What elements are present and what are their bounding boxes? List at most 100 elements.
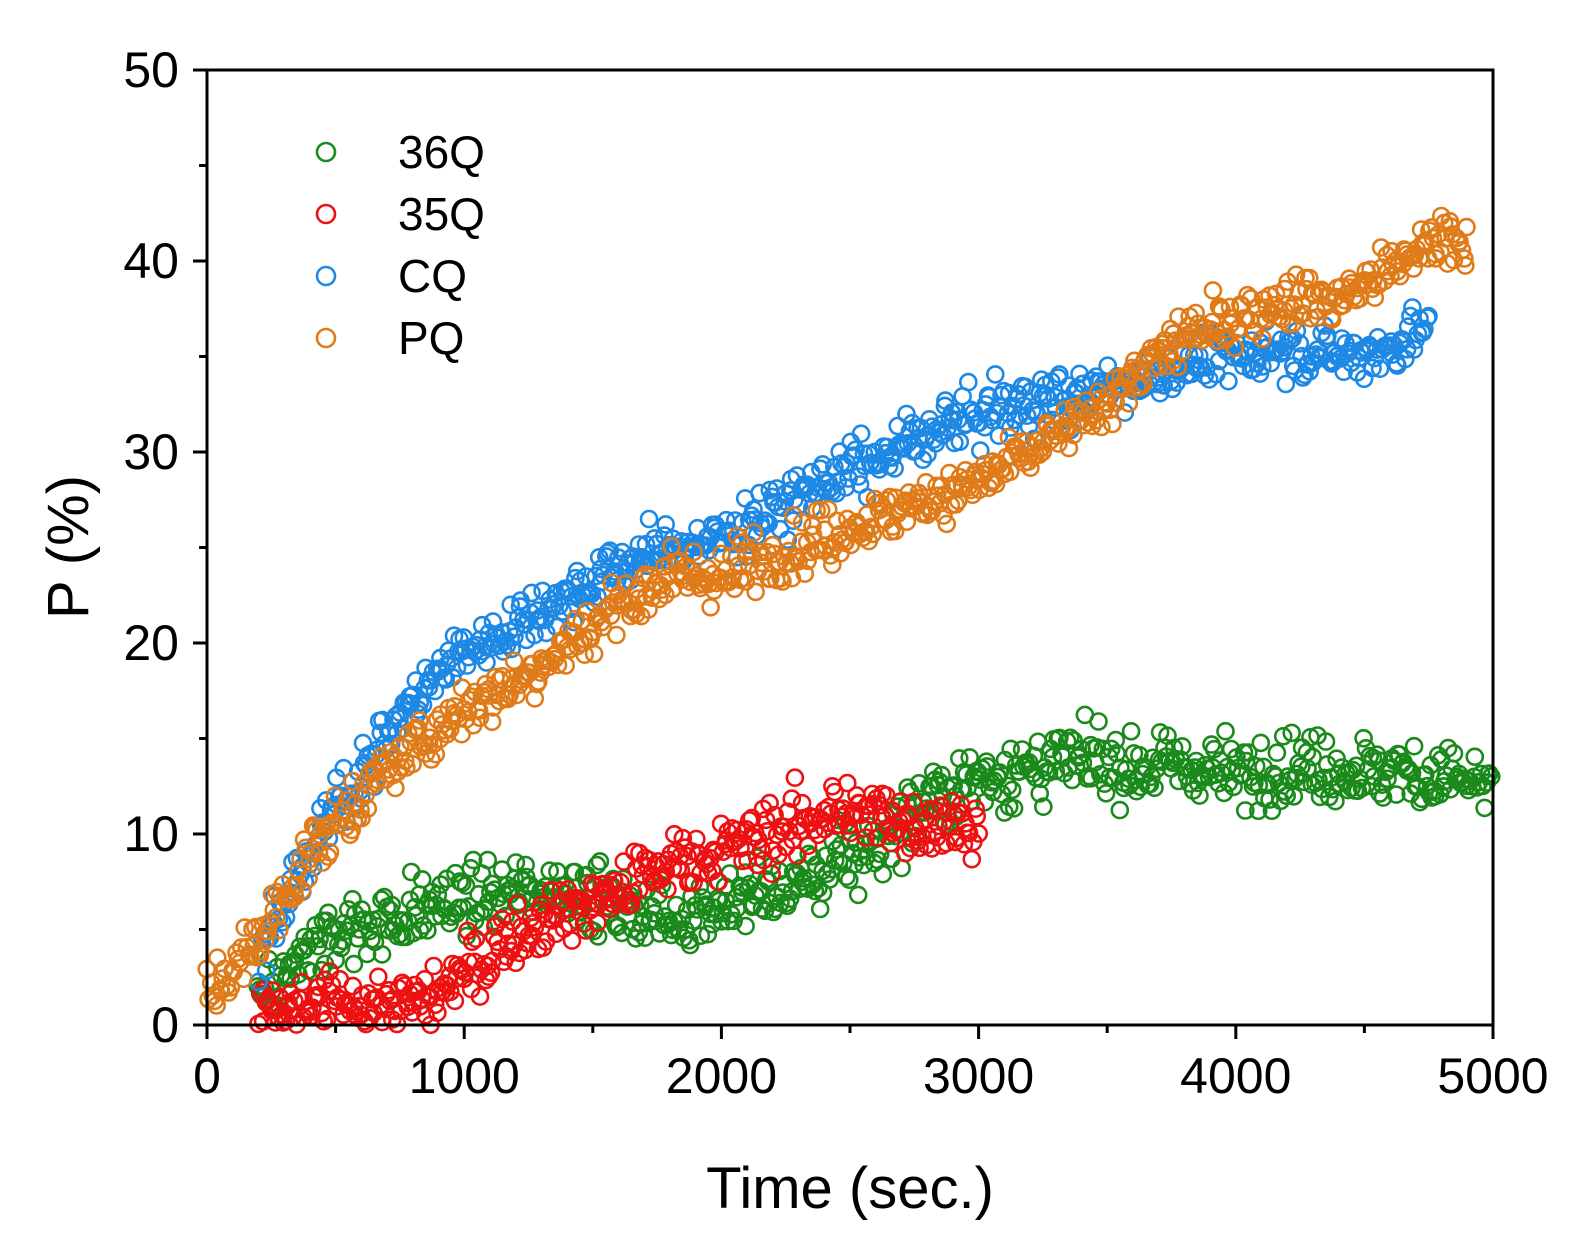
data-point xyxy=(670,847,690,866)
data-point xyxy=(1284,787,1304,806)
data-point xyxy=(258,921,278,941)
data-point xyxy=(1286,265,1306,285)
data-point xyxy=(684,542,703,562)
data-point xyxy=(1251,733,1271,753)
data-point xyxy=(481,963,501,983)
data-point xyxy=(1043,747,1063,767)
data-point xyxy=(985,365,1005,384)
y-tick-label: 40 xyxy=(123,233,179,289)
data-point xyxy=(1134,374,1153,394)
data-point xyxy=(403,754,422,774)
data-point xyxy=(849,794,869,813)
data-point xyxy=(565,862,585,882)
data-point xyxy=(587,855,607,875)
data-point xyxy=(343,889,362,909)
data-point xyxy=(969,824,989,843)
data-point xyxy=(1346,756,1366,776)
x-axis-title: Time (sec.) xyxy=(706,1156,994,1221)
data-point xyxy=(1292,738,1312,758)
data-point xyxy=(1232,764,1252,784)
data-point xyxy=(848,885,868,905)
data-point xyxy=(897,512,917,532)
data-point xyxy=(726,887,746,907)
data-point xyxy=(873,864,893,884)
data-point xyxy=(601,606,621,625)
data-point xyxy=(342,772,362,791)
data-point xyxy=(1298,759,1317,778)
data-point xyxy=(709,872,728,892)
data-point xyxy=(277,965,297,985)
data-point xyxy=(1267,743,1287,763)
data-point xyxy=(1214,783,1234,803)
data-point xyxy=(701,597,720,617)
data-point xyxy=(811,500,831,520)
data-point xyxy=(551,881,570,900)
data-point xyxy=(1096,783,1116,803)
data-point xyxy=(1365,288,1385,308)
data-point xyxy=(343,976,363,996)
data-point xyxy=(256,961,276,981)
data-point xyxy=(1419,306,1438,326)
data-point xyxy=(1465,747,1485,767)
data-point xyxy=(240,947,260,966)
data-point xyxy=(1046,761,1066,781)
data-point xyxy=(927,419,946,439)
data-point xyxy=(1239,743,1258,762)
data-point xyxy=(785,768,805,788)
data-point xyxy=(317,1009,337,1029)
data-point xyxy=(698,924,718,944)
data-point xyxy=(1219,371,1238,391)
data-point xyxy=(409,700,428,720)
data-point xyxy=(822,555,842,575)
data-point xyxy=(1455,249,1474,268)
data-point xyxy=(837,773,857,793)
data-point xyxy=(266,907,286,927)
data-point xyxy=(998,776,1018,796)
data-point xyxy=(470,708,490,728)
data-point xyxy=(522,583,541,603)
data-point xyxy=(762,864,782,884)
data-point xyxy=(897,404,916,424)
data-point xyxy=(1106,730,1126,750)
axis-ticks: 0 1000 2000 3000 4000 5000 0 10 20 30 40 50 xyxy=(123,42,1548,1104)
data-point xyxy=(1416,765,1435,784)
data-point xyxy=(1202,312,1222,332)
x-tick-label: 0 xyxy=(193,1048,221,1104)
data-point xyxy=(773,572,792,591)
data-point xyxy=(1186,303,1205,323)
data-point xyxy=(269,920,289,940)
data-point xyxy=(416,1005,435,1025)
data-point xyxy=(751,839,771,859)
data-point xyxy=(215,959,234,979)
data-point xyxy=(310,929,329,949)
data-point xyxy=(1045,387,1064,407)
data-point xyxy=(1004,798,1024,818)
data-point xyxy=(616,574,636,594)
data-point xyxy=(639,509,659,529)
y-tick-label: 30 xyxy=(123,424,179,480)
data-point xyxy=(1103,414,1122,434)
data-point xyxy=(787,846,807,866)
data-point xyxy=(1450,232,1469,251)
data-point xyxy=(1236,801,1255,820)
data-point xyxy=(1203,281,1223,300)
data-point xyxy=(767,479,787,498)
data-point xyxy=(863,524,883,544)
data-point xyxy=(382,895,402,915)
data-point xyxy=(727,820,747,840)
data-point xyxy=(1017,406,1037,426)
data-point xyxy=(870,795,890,815)
data-point xyxy=(1140,774,1160,794)
data-point xyxy=(352,808,371,828)
data-point xyxy=(320,842,340,862)
data-point xyxy=(425,681,445,701)
data-point xyxy=(995,803,1014,822)
data-point xyxy=(525,917,545,937)
data-point xyxy=(763,535,782,555)
data-point xyxy=(1307,301,1326,320)
data-point xyxy=(1246,756,1266,776)
data-point xyxy=(1161,319,1180,339)
y-axis-title: P (%) xyxy=(36,475,101,619)
data-point xyxy=(299,868,318,888)
